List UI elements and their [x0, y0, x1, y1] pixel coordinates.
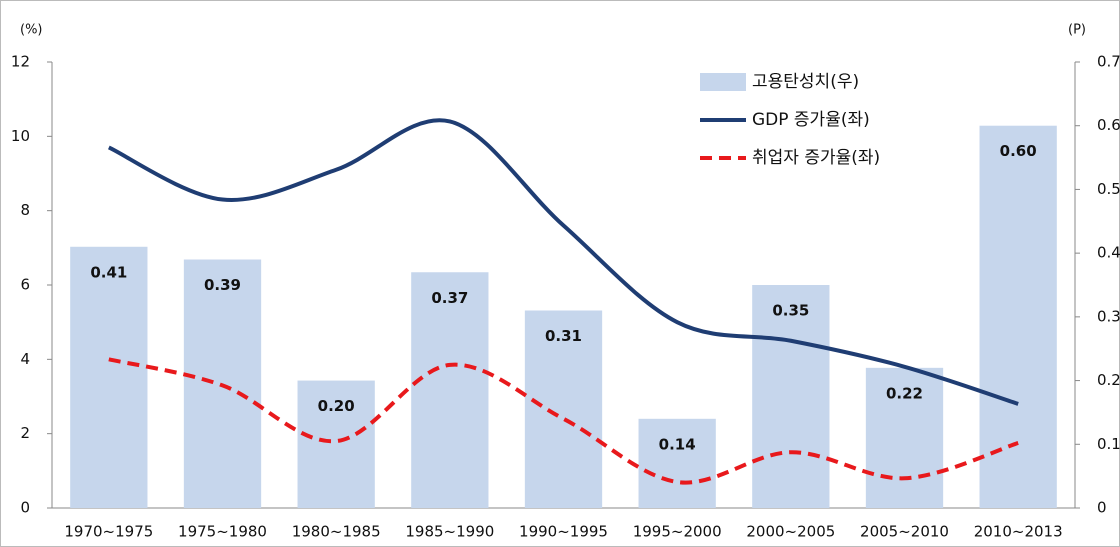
- legend-swatch: [700, 73, 746, 91]
- y2-tick-label: 0.3: [1097, 307, 1120, 325]
- data-label: 0.14: [659, 435, 696, 453]
- data-label: 0.35: [772, 302, 809, 320]
- bar: [524, 310, 603, 508]
- y-tick-label: 10: [11, 127, 30, 145]
- y2-tick-label: 0.1: [1097, 435, 1120, 453]
- x-tick-label: 2010~2013: [974, 523, 1063, 541]
- y2-tick-label: 0.5: [1097, 180, 1120, 198]
- y2-tick-label: 0.7: [1097, 53, 1120, 71]
- bar: [70, 246, 148, 508]
- x-tick-label: 1980~1985: [292, 523, 381, 541]
- y2-tick-label: 0.2: [1097, 371, 1120, 389]
- y-tick-label: 6: [20, 276, 30, 294]
- y-tick-label: 0: [20, 499, 30, 517]
- legend-label: 취업자 증가율(좌): [752, 148, 880, 168]
- y2-tick-label: 0: [1097, 499, 1107, 517]
- y-unit: (%): [20, 23, 43, 38]
- bar: [752, 285, 830, 508]
- line: [108, 357, 1019, 485]
- y2-tick-label: 0.4: [1097, 244, 1120, 262]
- data-label: 0.22: [886, 384, 923, 402]
- data-label: 0.39: [204, 276, 241, 294]
- y2-unit: (P): [1068, 23, 1086, 38]
- data-label: 0.31: [545, 327, 582, 345]
- y-tick-label: 8: [20, 201, 30, 219]
- bar: [979, 125, 1057, 508]
- x-tick-label: 2005~2010: [860, 523, 949, 541]
- data-label: 0.60: [1000, 142, 1037, 160]
- x-tick-label: 1985~1990: [405, 523, 494, 541]
- y2-tick-label: 0.6: [1097, 116, 1120, 134]
- data-label: 0.20: [318, 397, 355, 415]
- bar: [411, 272, 489, 508]
- y-tick-label: 4: [20, 350, 30, 368]
- bar: [638, 418, 716, 508]
- y-tick-label: 2: [20, 424, 30, 442]
- x-tick-label: 1990~1995: [519, 523, 608, 541]
- y-tick-label: 12: [11, 53, 30, 71]
- line: [107, 118, 1019, 406]
- x-tick-label: 2000~2005: [746, 523, 835, 541]
- bar: [865, 367, 944, 508]
- data-label: 0.37: [431, 289, 468, 307]
- x-tick-label: 1975~1980: [178, 523, 267, 541]
- x-tick-label: 1970~1975: [64, 523, 153, 541]
- data-label: 0.41: [90, 263, 127, 281]
- legend-label: 고용탄성치(우): [752, 72, 859, 92]
- bar: [297, 380, 375, 508]
- legend-label: GDP 증가율(좌): [752, 110, 870, 130]
- x-tick-label: 1995~2000: [633, 523, 722, 541]
